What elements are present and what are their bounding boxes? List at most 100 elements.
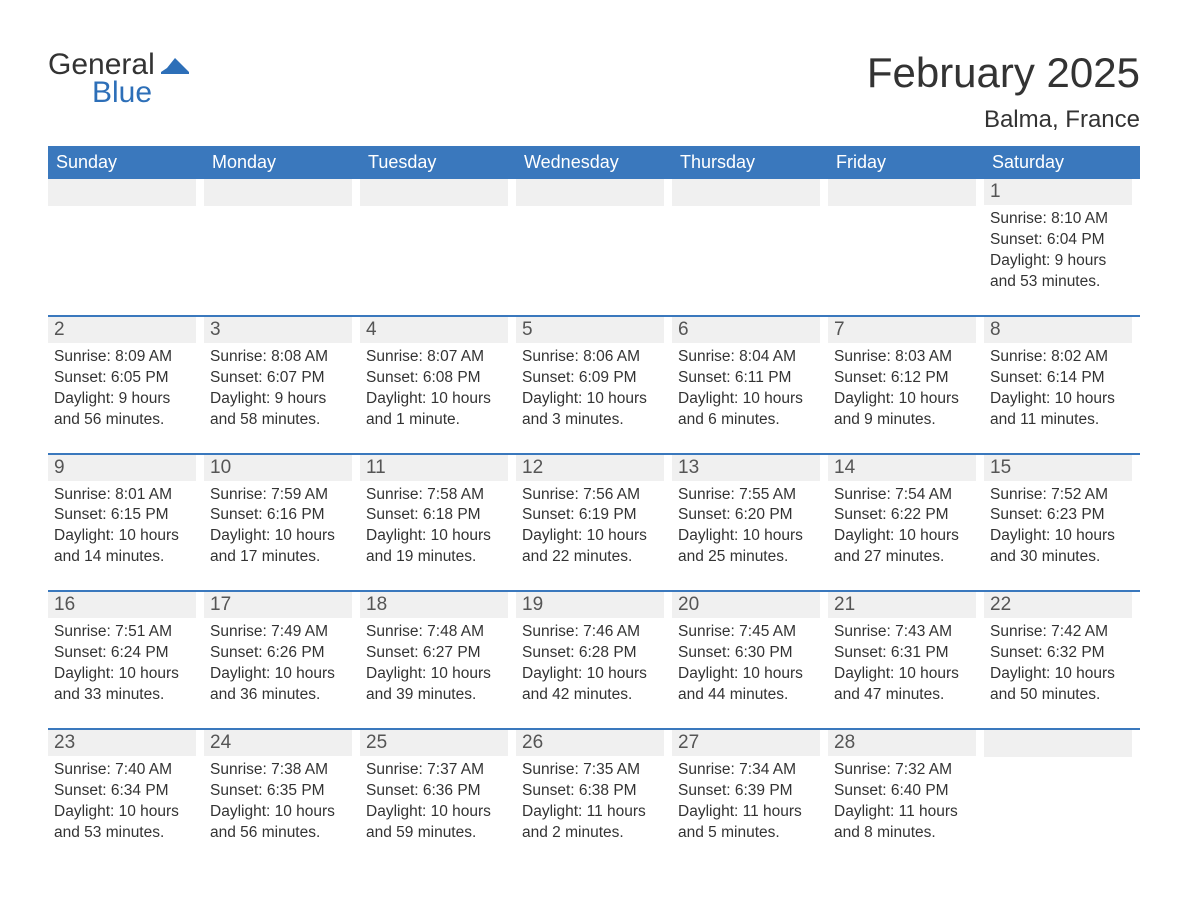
day-number: 14 — [828, 455, 976, 481]
day-cell: 6Sunrise: 8:04 AMSunset: 6:11 PMDaylight… — [672, 317, 828, 431]
header: General Blue February 2025 Balma, France — [48, 50, 1140, 134]
day-number-row — [48, 179, 196, 206]
day-sunset: Sunset: 6:08 PM — [366, 368, 506, 389]
day-sunrise: Sunrise: 8:06 AM — [522, 347, 662, 368]
day-sunrise: Sunrise: 8:02 AM — [990, 347, 1130, 368]
day-number-row: 11 — [360, 455, 508, 481]
title-block: February 2025 Balma, France — [867, 50, 1140, 134]
day-dl1: Daylight: 10 hours — [54, 526, 194, 547]
day-cell: 3Sunrise: 8:08 AMSunset: 6:07 PMDaylight… — [204, 317, 360, 431]
day-number-row: 7 — [828, 317, 976, 343]
day-sunset: Sunset: 6:23 PM — [990, 505, 1130, 526]
day-number: 1 — [984, 179, 1132, 205]
day-cell: 21Sunrise: 7:43 AMSunset: 6:31 PMDayligh… — [828, 592, 984, 706]
day-dl2: and 25 minutes. — [678, 547, 818, 568]
week-row: 16Sunrise: 7:51 AMSunset: 6:24 PMDayligh… — [48, 590, 1140, 706]
day-sunrise: Sunrise: 8:03 AM — [834, 347, 974, 368]
logo: General Blue — [48, 50, 189, 108]
day-number-row — [984, 730, 1132, 757]
day-dl2: and 6 minutes. — [678, 410, 818, 431]
day-number-row: 8 — [984, 317, 1132, 343]
day-dl2: and 59 minutes. — [366, 823, 506, 844]
day-cell — [516, 179, 672, 293]
day-details: Sunrise: 7:37 AMSunset: 6:36 PMDaylight:… — [360, 756, 508, 844]
day-details: Sunrise: 8:02 AMSunset: 6:14 PMDaylight:… — [984, 343, 1132, 431]
day-number — [360, 179, 508, 206]
day-dl1: Daylight: 10 hours — [366, 526, 506, 547]
day-sunrise: Sunrise: 7:38 AM — [210, 760, 350, 781]
day-number: 12 — [516, 455, 664, 481]
day-details: Sunrise: 7:51 AMSunset: 6:24 PMDaylight:… — [48, 618, 196, 706]
day-dl1: Daylight: 10 hours — [366, 664, 506, 685]
day-sunrise: Sunrise: 7:58 AM — [366, 485, 506, 506]
day-sunset: Sunset: 6:20 PM — [678, 505, 818, 526]
day-dl1: Daylight: 10 hours — [990, 526, 1130, 547]
day-sunrise: Sunrise: 7:45 AM — [678, 622, 818, 643]
week-row: 23Sunrise: 7:40 AMSunset: 6:34 PMDayligh… — [48, 728, 1140, 844]
day-dl2: and 11 minutes. — [990, 410, 1130, 431]
day-dl1: Daylight: 10 hours — [366, 389, 506, 410]
day-dl2: and 50 minutes. — [990, 685, 1130, 706]
day-cell — [828, 179, 984, 293]
day-number-row: 21 — [828, 592, 976, 618]
day-number-row: 13 — [672, 455, 820, 481]
day-cell — [48, 179, 204, 293]
day-number: 16 — [48, 592, 196, 618]
day-sunset: Sunset: 6:30 PM — [678, 643, 818, 664]
day-number: 11 — [360, 455, 508, 481]
day-number-row: 5 — [516, 317, 664, 343]
day-number-row: 19 — [516, 592, 664, 618]
day-number-row — [516, 179, 664, 206]
day-cell — [204, 179, 360, 293]
day-sunset: Sunset: 6:18 PM — [366, 505, 506, 526]
day-number-row: 3 — [204, 317, 352, 343]
day-sunset: Sunset: 6:31 PM — [834, 643, 974, 664]
day-details: Sunrise: 8:07 AMSunset: 6:08 PMDaylight:… — [360, 343, 508, 431]
day-cell: 26Sunrise: 7:35 AMSunset: 6:38 PMDayligh… — [516, 730, 672, 844]
day-number-row: 23 — [48, 730, 196, 756]
day-cell: 24Sunrise: 7:38 AMSunset: 6:35 PMDayligh… — [204, 730, 360, 844]
day-dl1: Daylight: 10 hours — [210, 526, 350, 547]
week-row: 2Sunrise: 8:09 AMSunset: 6:05 PMDaylight… — [48, 315, 1140, 431]
day-details: Sunrise: 8:06 AMSunset: 6:09 PMDaylight:… — [516, 343, 664, 431]
day-cell: 18Sunrise: 7:48 AMSunset: 6:27 PMDayligh… — [360, 592, 516, 706]
day-sunrise: Sunrise: 7:37 AM — [366, 760, 506, 781]
day-number: 7 — [828, 317, 976, 343]
day-dl2: and 53 minutes. — [990, 272, 1130, 293]
calendar: Sunday Monday Tuesday Wednesday Thursday… — [48, 146, 1140, 843]
day-sunset: Sunset: 6:39 PM — [678, 781, 818, 802]
day-dl2: and 2 minutes. — [522, 823, 662, 844]
day-dl2: and 53 minutes. — [54, 823, 194, 844]
day-sunrise: Sunrise: 7:59 AM — [210, 485, 350, 506]
day-number-row: 16 — [48, 592, 196, 618]
day-sunrise: Sunrise: 8:10 AM — [990, 209, 1130, 230]
day-dl2: and 8 minutes. — [834, 823, 974, 844]
day-sunrise: Sunrise: 7:51 AM — [54, 622, 194, 643]
day-sunset: Sunset: 6:40 PM — [834, 781, 974, 802]
day-number: 25 — [360, 730, 508, 756]
day-sunset: Sunset: 6:38 PM — [522, 781, 662, 802]
day-dl1: Daylight: 10 hours — [834, 389, 974, 410]
day-cell: 23Sunrise: 7:40 AMSunset: 6:34 PMDayligh… — [48, 730, 204, 844]
day-sunrise: Sunrise: 8:04 AM — [678, 347, 818, 368]
day-cell: 5Sunrise: 8:06 AMSunset: 6:09 PMDaylight… — [516, 317, 672, 431]
day-sunrise: Sunrise: 8:09 AM — [54, 347, 194, 368]
day-sunset: Sunset: 6:09 PM — [522, 368, 662, 389]
day-sunrise: Sunrise: 8:01 AM — [54, 485, 194, 506]
day-cell — [984, 730, 1140, 844]
day-number-row: 12 — [516, 455, 664, 481]
day-number-row: 26 — [516, 730, 664, 756]
day-number: 19 — [516, 592, 664, 618]
day-dl2: and 30 minutes. — [990, 547, 1130, 568]
day-dl1: Daylight: 10 hours — [678, 526, 818, 547]
day-number-row: 25 — [360, 730, 508, 756]
day-details: Sunrise: 7:55 AMSunset: 6:20 PMDaylight:… — [672, 481, 820, 569]
day-cell: 12Sunrise: 7:56 AMSunset: 6:19 PMDayligh… — [516, 455, 672, 569]
day-dl1: Daylight: 9 hours — [54, 389, 194, 410]
day-number: 3 — [204, 317, 352, 343]
day-number-row — [204, 179, 352, 206]
day-number: 2 — [48, 317, 196, 343]
day-sunset: Sunset: 6:19 PM — [522, 505, 662, 526]
day-dl1: Daylight: 10 hours — [210, 802, 350, 823]
day-dl1: Daylight: 10 hours — [522, 664, 662, 685]
